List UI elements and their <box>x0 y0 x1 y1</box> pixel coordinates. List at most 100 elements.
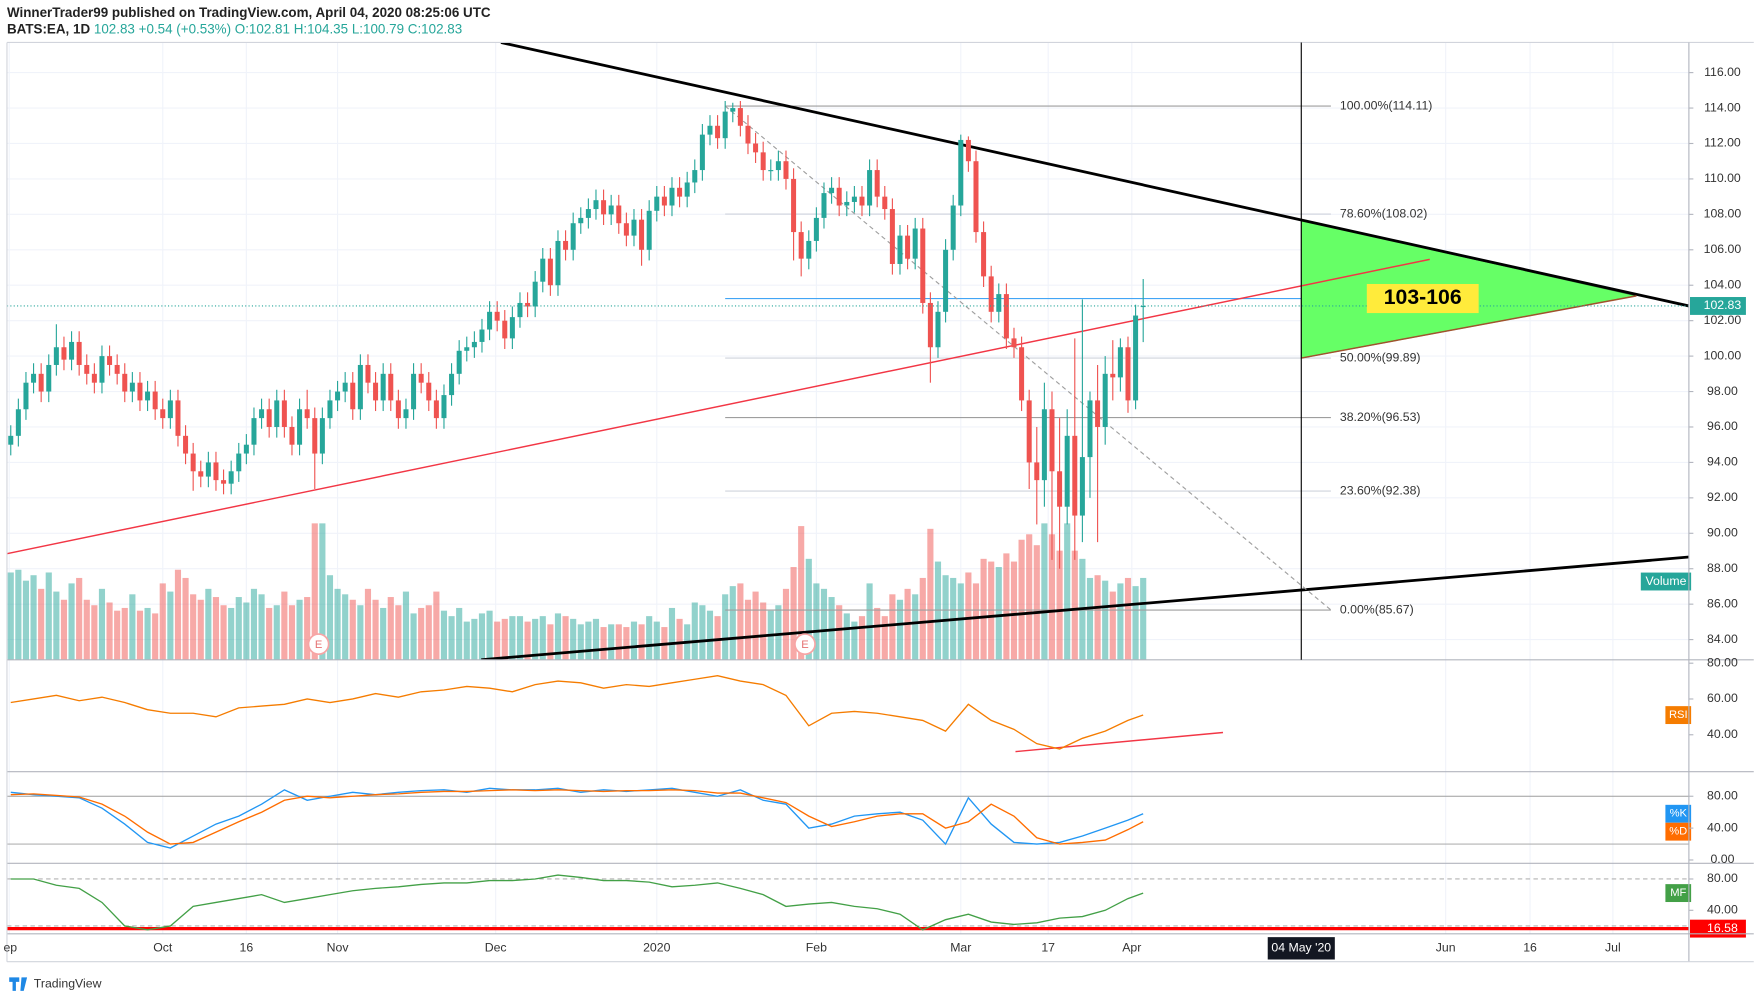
volume-bar <box>539 616 546 660</box>
volume-bar <box>577 624 584 660</box>
candle-body <box>1019 347 1025 401</box>
volume-bar <box>760 602 767 660</box>
legend-box <box>1665 884 1692 903</box>
candle-body <box>456 350 462 374</box>
y-tick-label: 114.00 <box>1704 100 1741 114</box>
candle-body <box>707 125 713 135</box>
x-tick-label: Oct <box>153 941 173 955</box>
volume-bar <box>516 616 524 660</box>
candle-body <box>297 409 303 445</box>
volume-bar <box>402 591 410 660</box>
candle-body <box>327 400 333 419</box>
y-tick-label: 40.00 <box>1707 903 1738 917</box>
candle-body <box>760 152 766 171</box>
candle-body <box>107 356 113 365</box>
volume-bar <box>463 621 470 660</box>
candle-body <box>274 400 280 427</box>
candle-body <box>1034 462 1040 481</box>
candle-body <box>867 170 873 206</box>
y-tick-label: 108.00 <box>1704 207 1742 221</box>
y-tick-label: 116.00 <box>1704 65 1741 79</box>
volume-bar <box>478 613 486 660</box>
y-tick-label: 40.00 <box>1707 820 1738 834</box>
last-price: 102.83 <box>94 22 135 37</box>
candle-body <box>418 373 424 383</box>
volume-bar <box>167 591 174 660</box>
candle-body <box>38 373 44 392</box>
volume-bar <box>98 588 106 660</box>
volume-bar <box>570 618 577 660</box>
x-tick-label: 2020 <box>643 941 671 955</box>
candle-body <box>623 223 629 236</box>
y-tick-label: 80.00 <box>1707 788 1738 802</box>
volume-bar <box>554 613 562 660</box>
candle-body <box>973 161 979 233</box>
trend-line <box>6 258 1430 555</box>
candle-body <box>23 382 29 410</box>
volume-bar <box>934 561 942 660</box>
volume-bar <box>509 616 516 660</box>
candle-body <box>525 302 531 307</box>
volume-bar <box>646 616 653 660</box>
candle-body <box>205 462 211 477</box>
volume-bar <box>144 607 151 660</box>
candle-body <box>920 228 926 303</box>
y-tick-label: 96.00 <box>1707 419 1738 433</box>
candle-body <box>388 373 394 401</box>
candle-body <box>266 409 272 427</box>
logo-mark <box>9 977 28 991</box>
y-tick-label: 100.00 <box>1704 348 1742 362</box>
volume-bar <box>927 528 934 660</box>
candle-body <box>1140 305 1146 308</box>
candle-body <box>114 364 120 374</box>
y-tick-label: 0.00 <box>1710 852 1734 866</box>
candle-body <box>53 347 59 365</box>
x-tick-label: 17 <box>1041 941 1055 955</box>
volume-bar <box>957 583 964 660</box>
legend-label: MF <box>1670 887 1686 899</box>
candle-body <box>289 426 295 445</box>
x-tick-label: Mar <box>950 941 971 955</box>
candle-body <box>692 170 698 183</box>
volume-bar <box>106 602 113 660</box>
volume-bar <box>1018 539 1025 660</box>
volume-bar <box>266 607 273 660</box>
candle-body <box>61 347 67 360</box>
candle-body <box>357 364 363 410</box>
volume-bar <box>608 624 615 660</box>
candle-body <box>578 217 584 224</box>
candle-body <box>943 249 949 312</box>
volume-bar <box>988 561 995 660</box>
volume-bar <box>159 583 166 660</box>
candle-body <box>464 347 470 351</box>
volume-bar <box>304 597 311 660</box>
indicator-line <box>10 874 1144 931</box>
candle-body <box>1117 347 1123 378</box>
volume-bar <box>1071 550 1078 660</box>
candle-body <box>753 143 759 153</box>
volume-bar <box>288 605 296 660</box>
volume-bar <box>638 624 645 660</box>
volume-bar <box>524 621 531 660</box>
volume-bar <box>205 588 212 660</box>
candle-body <box>509 317 515 339</box>
candle-body <box>1133 315 1139 401</box>
volume-bar <box>592 618 600 660</box>
candle-body <box>221 480 227 484</box>
candle-body <box>175 400 181 436</box>
volume-bar <box>243 602 250 660</box>
candle-body <box>745 125 751 144</box>
candle-body <box>183 435 189 454</box>
volume-bar <box>1048 534 1056 660</box>
volume-bar <box>319 523 326 660</box>
candle-body <box>882 196 888 210</box>
candle-body <box>304 409 310 419</box>
symbol-line: BATS:EA, 1D 102.83 +0.54 (+0.53%) O:102.… <box>7 22 462 37</box>
candle-body <box>654 196 660 211</box>
volume-bar <box>129 594 136 660</box>
candle-body <box>829 187 835 194</box>
candle-body <box>965 139 971 162</box>
volume-bar <box>942 575 949 660</box>
volume-bar <box>136 610 144 660</box>
volume-bar <box>372 599 379 660</box>
